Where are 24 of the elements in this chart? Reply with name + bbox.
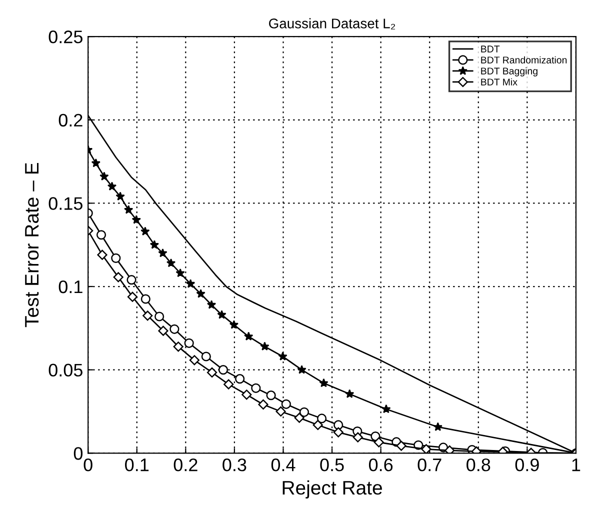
y-tick-label: 0: [74, 447, 83, 460]
legend-label: BDT: [481, 46, 500, 52]
x-tick-label: 0: [84, 458, 92, 472]
legend-label: BDT Randomization: [481, 56, 567, 64]
y-tick-label: 0.25: [48, 30, 82, 44]
x-axis-title: Reject Rate: [282, 480, 382, 499]
x-tick-label: 1: [572, 458, 580, 472]
x-tick-label: 0.1: [125, 458, 149, 472]
x-tick-label: 0.2: [174, 458, 198, 472]
y-tick-label: 0.2: [58, 114, 82, 127]
y-tick-label: 0.05: [48, 364, 82, 377]
x-tick-label: 0.3: [222, 458, 246, 472]
x-tick-label: 0.5: [320, 458, 344, 472]
y-tick-label: 0.15: [48, 197, 82, 210]
x-tick-label: 0.4: [271, 458, 296, 472]
x-tick-label: 0.8: [466, 458, 490, 472]
x-tick-label: 0.9: [515, 458, 539, 472]
legend-label: BDT Mix: [481, 78, 518, 86]
y-tick-label: 0.1: [58, 280, 82, 294]
legend-label: BDT Bagging: [481, 67, 538, 76]
y-axis-title: Test Error Rate – E: [25, 163, 39, 328]
chart-title: Gaussian Dataset L₂: [269, 18, 396, 30]
x-tick-label: 0.6: [368, 458, 393, 472]
x-tick-label: 0.7: [418, 458, 442, 472]
